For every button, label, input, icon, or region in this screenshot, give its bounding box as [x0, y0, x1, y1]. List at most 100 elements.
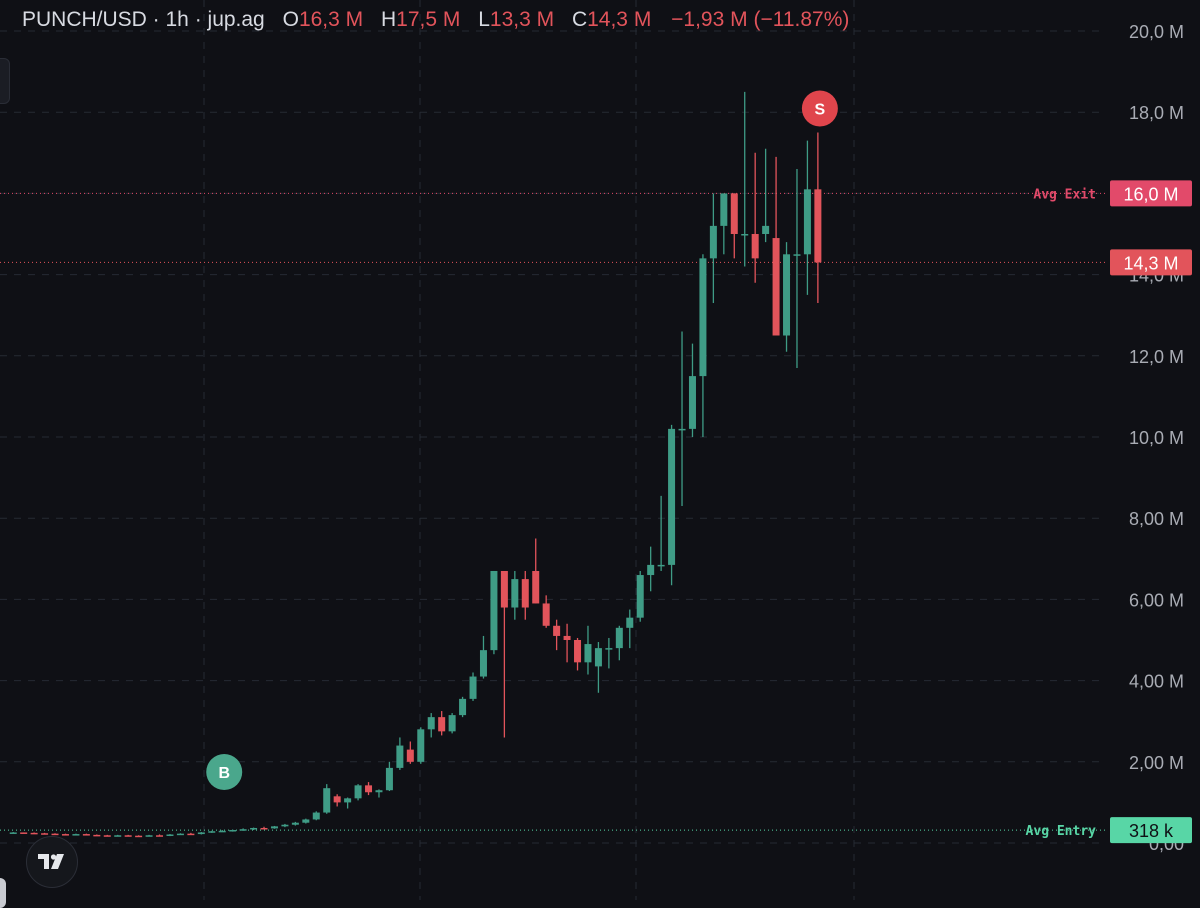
candle-body: [145, 835, 153, 837]
candle-body: [312, 812, 320, 820]
buy-marker: [206, 754, 243, 791]
candle-body: [730, 193, 738, 234]
candle-body: [72, 834, 80, 836]
candles: [9, 91, 822, 838]
candle-body: [260, 827, 268, 830]
avg-entry-tag-text: 318 k: [1129, 821, 1174, 841]
candle-body: [521, 579, 529, 608]
candle-body: [51, 833, 59, 836]
low-key: L: [478, 8, 490, 31]
candle-body: [490, 570, 498, 651]
candle-body: [709, 225, 717, 259]
y-tick-label: 4,00 M: [1129, 672, 1184, 692]
candle-body: [720, 193, 728, 226]
candle-body: [396, 745, 404, 768]
scroll-handle[interactable]: [0, 878, 6, 908]
change-value: −1,93 M (−11.87%): [671, 8, 850, 31]
side-panel-handle[interactable]: [0, 58, 10, 104]
candle-body: [615, 627, 623, 649]
candle-body: [553, 625, 561, 636]
candle-body: [511, 579, 519, 608]
candle-body: [365, 785, 373, 793]
candle-body: [542, 603, 550, 626]
candle-body: [438, 717, 446, 732]
tradingview-logo[interactable]: [26, 836, 78, 888]
candle-body: [385, 767, 393, 791]
tradingview-logo-icon: [38, 854, 64, 869]
candle-body: [500, 570, 508, 608]
candle-body: [103, 835, 111, 837]
candle-body: [406, 749, 414, 762]
candle-body: [250, 827, 258, 830]
candle-body: [375, 790, 383, 793]
candle-body: [751, 234, 759, 259]
open-value: 16,3 M: [298, 8, 364, 31]
candle-body: [166, 834, 174, 836]
candle-body: [479, 650, 487, 677]
candle-body: [636, 575, 644, 618]
candle-body: [197, 832, 205, 835]
trade-markers: BS: [206, 90, 838, 791]
candle-body: [459, 698, 467, 716]
candle-body: [594, 648, 602, 667]
grid-lines: [0, 0, 1100, 900]
candle-body: [605, 648, 613, 650]
symbol-legend: PUNCH/USD · 1h · jup.ag O16,3 M H17,5 M …: [22, 8, 849, 32]
sell-marker: [801, 90, 838, 127]
symbol-title[interactable]: PUNCH/USD · 1h · jup.ag: [22, 8, 265, 31]
candle-body: [30, 832, 38, 835]
last-price-tag-text: 14,3 M: [1123, 253, 1178, 273]
candle-body: [563, 635, 571, 640]
sell-marker-letter: S: [815, 102, 826, 119]
candle-body: [323, 788, 331, 813]
candle-body: [9, 832, 17, 834]
y-tick-label: 2,00 M: [1129, 753, 1184, 773]
y-tick-label: 6,00 M: [1129, 590, 1184, 610]
candle-body: [61, 834, 69, 836]
candle-body: [41, 833, 49, 835]
avg-exit-tag-text: 16,0 M: [1123, 184, 1178, 204]
price-tags: Avg Exit 16,0 M 14,3 M Avg Entry 318 k: [1026, 180, 1192, 844]
y-tick-label: 20,0 M: [1129, 22, 1184, 42]
candle-body: [114, 835, 122, 837]
candle-body: [135, 835, 143, 838]
close-key: C: [571, 8, 588, 31]
candle-body: [344, 798, 352, 803]
y-tick-label: 18,0 M: [1129, 103, 1184, 123]
candle-body: [270, 826, 278, 829]
candle-body: [532, 570, 540, 604]
candle-body: [803, 189, 811, 255]
avg-exit-label: Avg Exit: [1033, 187, 1096, 202]
avg-entry-label: Avg Entry: [1026, 824, 1097, 839]
candle-body: [699, 258, 707, 377]
candle-body: [772, 238, 780, 336]
candle-body: [417, 729, 425, 762]
candle-body: [187, 833, 195, 836]
candle-body: [626, 617, 634, 628]
candle-body: [647, 564, 655, 576]
candle-body: [762, 225, 770, 234]
close-value: 14,3 M: [587, 8, 652, 31]
candle-body: [427, 717, 435, 730]
high-key: H: [380, 8, 397, 31]
candle-body: [229, 830, 237, 832]
candle-body: [333, 796, 341, 803]
y-tick-label: 12,0 M: [1129, 347, 1184, 367]
high-value: 17,5 M: [396, 8, 461, 31]
candle-body: [218, 830, 226, 833]
candle-body: [469, 676, 477, 699]
avg-entry-tag: [1110, 817, 1192, 844]
candle-body: [82, 834, 90, 836]
candle-body: [93, 834, 101, 837]
candle-body: [124, 835, 132, 837]
candle-body: [793, 254, 801, 256]
candle-body: [688, 376, 696, 429]
open-key: O: [282, 8, 299, 31]
y-tick-label: 10,0 M: [1129, 428, 1184, 448]
candle-body: [678, 428, 686, 431]
price-level-lines: [0, 192, 1105, 831]
candle-body: [20, 832, 28, 834]
y-tick-label: 8,00 M: [1129, 509, 1184, 529]
candle-body: [657, 564, 665, 567]
